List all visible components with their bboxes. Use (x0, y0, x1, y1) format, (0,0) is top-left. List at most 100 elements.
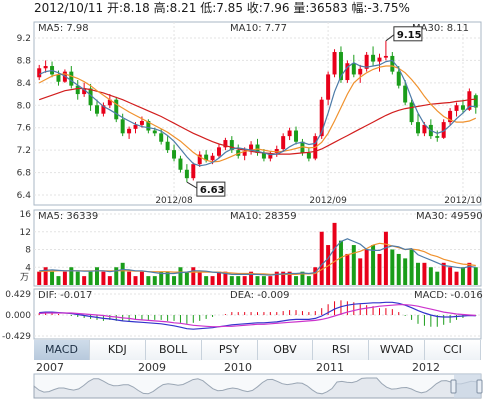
price-panel: 9.28.88.48.07.67.26.86.4 2012/08 2012/09 2… (17, 21, 482, 206)
candle-body (152, 130, 157, 134)
price-x-tick: 2012/08 (155, 196, 193, 206)
candle-body (319, 99, 324, 137)
volume-bar (332, 222, 337, 285)
volume-bar (255, 276, 260, 285)
volume-bar (345, 253, 350, 285)
candle-body (159, 133, 164, 142)
candle-body (268, 152, 273, 159)
candle-body (56, 74, 61, 82)
volume-bar (139, 271, 144, 285)
candle-body (95, 105, 99, 114)
high-annotation-value: 9.15 (397, 30, 422, 41)
price-x-ticks: 2012/08 2012/09 2012/10 (155, 196, 482, 206)
vol-ma5-line (39, 238, 476, 276)
quote-low: 低:7.85 (200, 1, 243, 15)
candle-body (473, 95, 478, 108)
candle-body (216, 147, 221, 156)
volume-bar (338, 240, 343, 285)
dea-label: DEA: -0.009 (230, 290, 289, 301)
volume-bar (178, 267, 183, 285)
candle-body (287, 130, 292, 137)
tab-rsi[interactable]: RSI (313, 340, 370, 360)
price-panel-frame (33, 21, 482, 206)
ma5-label: MA5: 7.98 (38, 23, 89, 34)
candle-body (416, 122, 420, 134)
candle-body (249, 144, 254, 152)
volume-bar (300, 271, 305, 285)
candle-body (114, 99, 119, 120)
volume-bars (37, 222, 478, 285)
price-y-tick: 6.4 (17, 191, 32, 201)
candle-body (364, 54, 369, 69)
volume-bar (191, 267, 196, 285)
candle-body (390, 55, 395, 72)
candle-body (242, 151, 247, 156)
volume-bar (261, 276, 266, 285)
vol-ma30-label: MA30: 49590 (416, 211, 483, 222)
quote-high: 高:8.21 (153, 1, 197, 15)
candle-body (396, 71, 401, 86)
ma10-line (38, 65, 477, 163)
volume-panel: 16 12 8 4 MA5: 36339 MA10: 28359 MA30: 4959… (20, 209, 483, 287)
price-x-tick: 2012/10 (444, 196, 482, 206)
dea-line (39, 304, 476, 328)
tab-kdj[interactable]: KDJ (89, 340, 146, 360)
candle-body (306, 152, 311, 159)
timeline-year-2009: 2009 (138, 361, 166, 374)
tab-obv[interactable]: OBV (257, 340, 314, 360)
macd-y-tick: 0.429 (5, 290, 31, 300)
candle-body (191, 164, 196, 179)
ma10-label: MA10: 7.77 (230, 23, 287, 34)
volume-ma-lines (39, 238, 476, 276)
tab-cci[interactable]: CCI (425, 340, 481, 360)
timeline-left-handle[interactable] (450, 379, 457, 394)
candle-body (338, 52, 343, 81)
volume-bar (146, 276, 151, 285)
volume-bar (210, 276, 215, 285)
ma30-line (38, 87, 476, 155)
candle-body (403, 85, 408, 103)
timeline-year-labels: 2007 2009 2010 2011 2012 (34, 361, 481, 375)
price-y-tick: 8.0 (17, 101, 32, 111)
volume-bar (43, 267, 48, 285)
quote-close: 收:7.96 (246, 1, 290, 15)
low-annotation-value: 6.63 (200, 185, 225, 196)
volume-bar (364, 249, 369, 285)
candle-body (448, 110, 453, 123)
candle-body (43, 66, 48, 69)
candle-body (197, 154, 202, 165)
candle-body (460, 105, 465, 110)
quote-header: 2012/10/11 开:8.18 高:8.21 低:7.85 收:7.96 量… (34, 0, 484, 16)
candle-body (210, 155, 215, 161)
macd-y-tick: 0.000 (5, 311, 31, 321)
vol-ma5-label: MA5: 36339 (38, 211, 98, 222)
candle-body (172, 150, 177, 159)
volume-bar (159, 271, 164, 285)
volume-bar (197, 271, 202, 285)
volume-bar (223, 271, 228, 285)
candle-body (88, 88, 93, 106)
macd-y-ticks: 0.429 0.000 -0.429 (2, 290, 31, 340)
high-annotation: 9.15 (385, 26, 423, 42)
candle-body (294, 130, 299, 142)
timeline-right-handle[interactable] (476, 379, 483, 394)
volume-bar (268, 276, 273, 285)
volume-bar (229, 276, 234, 285)
candle-body (383, 55, 388, 58)
tab-wvad[interactable]: WVAD (369, 340, 426, 360)
price-y-ticks: 9.2 8.8 8.4 8.0 7.6 7.2 6.8 6.4 (17, 34, 32, 201)
volume-bar (473, 267, 478, 285)
low-annotation-leader (186, 181, 198, 189)
tab-psy[interactable]: PSY (201, 340, 258, 360)
candle-body (351, 63, 356, 75)
high-annotation-leader (385, 34, 395, 42)
macd-label: MACD: -0.016 (414, 290, 483, 301)
volume-y-tick: 8 (25, 246, 31, 256)
candle-body (178, 158, 183, 170)
tab-boll[interactable]: BOLL (145, 340, 202, 360)
timeline-navigator[interactable] (0, 372, 488, 402)
volume-bar (62, 271, 67, 285)
volume-bar (152, 276, 157, 285)
tab-macd[interactable]: MACD (34, 340, 90, 360)
volume-bar (326, 245, 331, 285)
